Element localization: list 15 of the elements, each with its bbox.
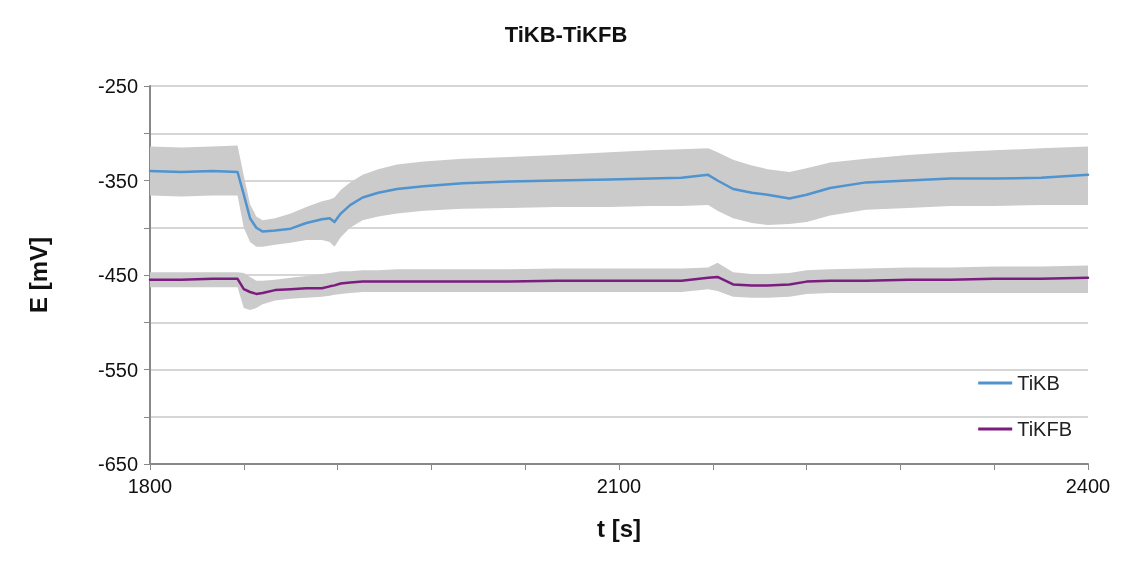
legend-label: TiKFB xyxy=(1017,418,1073,440)
legend-label: TiKB xyxy=(1017,372,1060,394)
x-tick-label: 2100 xyxy=(596,475,642,497)
y-axis-title: E [mV] xyxy=(24,236,52,314)
y-tick-label: -550 xyxy=(97,358,138,381)
y-tick-label: -450 xyxy=(97,264,138,286)
line-series xyxy=(148,275,1090,296)
x-axis-title: t [s] xyxy=(597,514,641,542)
y-tick-label: -350 xyxy=(97,169,138,192)
y-tick-label: -250 xyxy=(97,75,138,97)
x-tick-label: 2400 xyxy=(1065,475,1111,497)
line-series xyxy=(148,169,1090,233)
x-tick-label: 1800 xyxy=(127,475,173,497)
chart-title: TiKB-TiKFB xyxy=(504,21,628,47)
y-tick-label: -650 xyxy=(97,453,138,475)
